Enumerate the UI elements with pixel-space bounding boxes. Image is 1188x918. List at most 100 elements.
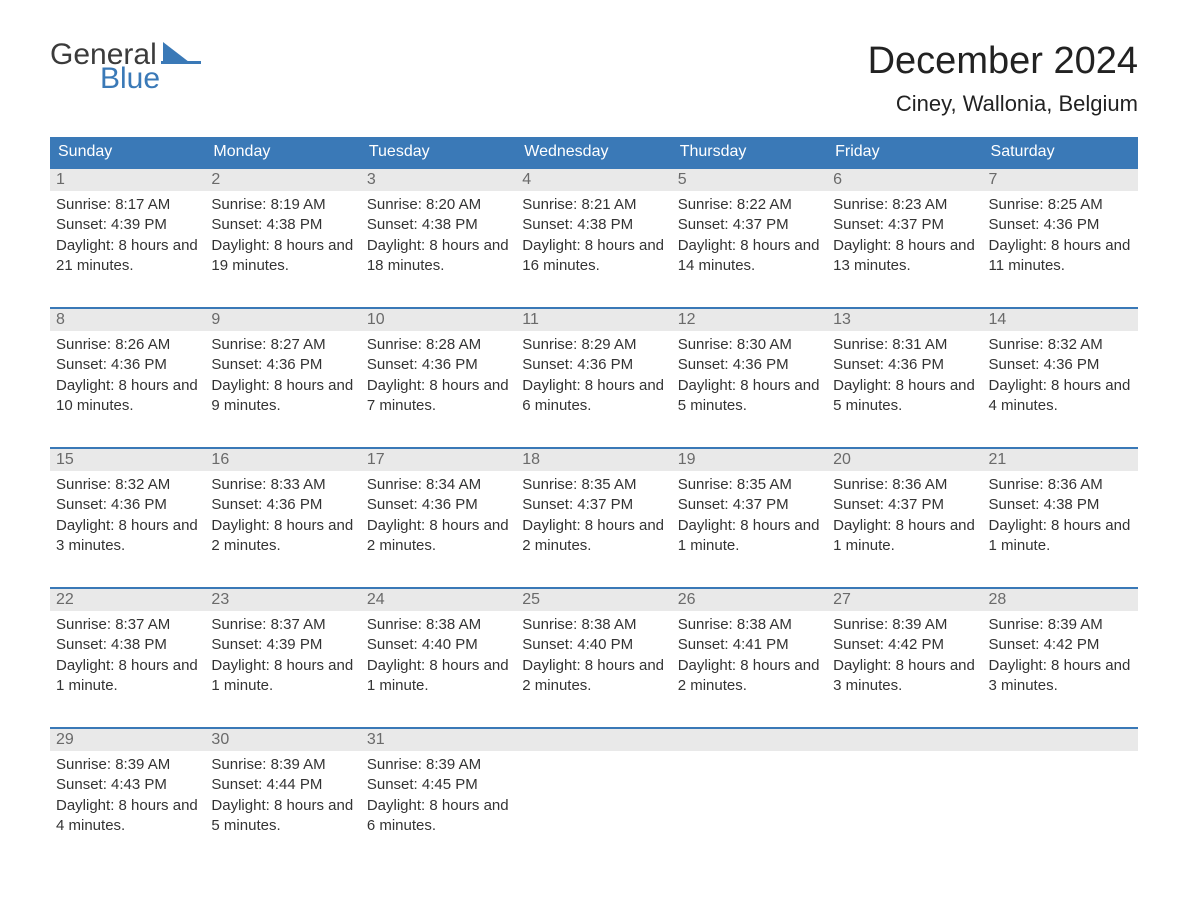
sunrise-text: Sunrise: 8:33 AM [211, 475, 354, 495]
sunrise-text: Sunrise: 8:39 AM [367, 755, 510, 775]
daylight-text: Daylight: 8 hours and 1 minute. [678, 516, 821, 557]
day-body: Sunrise: 8:38 AMSunset: 4:41 PMDaylight:… [672, 611, 827, 714]
sunrise-text: Sunrise: 8:25 AM [989, 195, 1132, 215]
sunrise-text: Sunrise: 8:36 AM [989, 475, 1132, 495]
day-body: Sunrise: 8:20 AMSunset: 4:38 PMDaylight:… [361, 191, 516, 294]
daylight-text: Daylight: 8 hours and 19 minutes. [211, 236, 354, 277]
day-body: Sunrise: 8:27 AMSunset: 4:36 PMDaylight:… [205, 331, 360, 434]
day-number: 2 [205, 169, 360, 191]
day-body: Sunrise: 8:22 AMSunset: 4:37 PMDaylight:… [672, 191, 827, 294]
daylight-text: Daylight: 8 hours and 5 minutes. [833, 376, 976, 417]
sunset-text: Sunset: 4:40 PM [522, 635, 665, 655]
sunset-text: Sunset: 4:36 PM [989, 215, 1132, 235]
day-number: 20 [827, 449, 982, 471]
calendar-day-cell: 12Sunrise: 8:30 AMSunset: 4:36 PMDayligh… [672, 308, 827, 434]
daylight-text: Daylight: 8 hours and 2 minutes. [522, 656, 665, 697]
daylight-text: Daylight: 8 hours and 2 minutes. [367, 516, 510, 557]
daylight-text: Daylight: 8 hours and 5 minutes. [678, 376, 821, 417]
day-number: 4 [516, 169, 671, 191]
daylight-text: Daylight: 8 hours and 3 minutes. [989, 656, 1132, 697]
calendar-day-cell: 2Sunrise: 8:19 AMSunset: 4:38 PMDaylight… [205, 168, 360, 294]
daylight-text: Daylight: 8 hours and 2 minutes. [522, 516, 665, 557]
calendar-week-row: 22Sunrise: 8:37 AMSunset: 4:38 PMDayligh… [50, 588, 1138, 714]
week-spacer [50, 434, 1138, 448]
sunrise-text: Sunrise: 8:17 AM [56, 195, 199, 215]
day-body: Sunrise: 8:29 AMSunset: 4:36 PMDaylight:… [516, 331, 671, 434]
sunset-text: Sunset: 4:36 PM [522, 355, 665, 375]
sunrise-text: Sunrise: 8:31 AM [833, 335, 976, 355]
sunrise-text: Sunrise: 8:34 AM [367, 475, 510, 495]
calendar-day-cell: 5Sunrise: 8:22 AMSunset: 4:37 PMDaylight… [672, 168, 827, 294]
sunset-text: Sunset: 4:36 PM [56, 355, 199, 375]
week-spacer [50, 714, 1138, 728]
day-number: 13 [827, 309, 982, 331]
daylight-text: Daylight: 8 hours and 6 minutes. [522, 376, 665, 417]
weekday-header-row: Sunday Monday Tuesday Wednesday Thursday… [50, 137, 1138, 168]
sunset-text: Sunset: 4:44 PM [211, 775, 354, 795]
day-body [672, 751, 827, 841]
calendar-day-cell: 17Sunrise: 8:34 AMSunset: 4:36 PMDayligh… [361, 448, 516, 574]
sunrise-text: Sunrise: 8:19 AM [211, 195, 354, 215]
sunrise-text: Sunrise: 8:35 AM [678, 475, 821, 495]
calendar-day-cell: 27Sunrise: 8:39 AMSunset: 4:42 PMDayligh… [827, 588, 982, 714]
daylight-text: Daylight: 8 hours and 16 minutes. [522, 236, 665, 277]
calendar-week-row: 1Sunrise: 8:17 AMSunset: 4:39 PMDaylight… [50, 168, 1138, 294]
daylight-text: Daylight: 8 hours and 18 minutes. [367, 236, 510, 277]
sunrise-text: Sunrise: 8:37 AM [56, 615, 199, 635]
calendar-day-cell: 24Sunrise: 8:38 AMSunset: 4:40 PMDayligh… [361, 588, 516, 714]
day-body: Sunrise: 8:36 AMSunset: 4:38 PMDaylight:… [983, 471, 1138, 574]
day-number: 16 [205, 449, 360, 471]
sunset-text: Sunset: 4:45 PM [367, 775, 510, 795]
calendar-day-cell: 10Sunrise: 8:28 AMSunset: 4:36 PMDayligh… [361, 308, 516, 434]
daylight-text: Daylight: 8 hours and 7 minutes. [367, 376, 510, 417]
sunrise-text: Sunrise: 8:32 AM [989, 335, 1132, 355]
calendar-day-cell: 15Sunrise: 8:32 AMSunset: 4:36 PMDayligh… [50, 448, 205, 574]
day-body: Sunrise: 8:39 AMSunset: 4:43 PMDaylight:… [50, 751, 205, 854]
day-body [983, 751, 1138, 841]
weekday-header: Wednesday [516, 137, 671, 168]
day-number: 24 [361, 589, 516, 611]
sunrise-text: Sunrise: 8:38 AM [678, 615, 821, 635]
sunset-text: Sunset: 4:37 PM [833, 495, 976, 515]
calendar-day-cell: 30Sunrise: 8:39 AMSunset: 4:44 PMDayligh… [205, 728, 360, 854]
calendar-table: Sunday Monday Tuesday Wednesday Thursday… [50, 137, 1138, 854]
day-body: Sunrise: 8:25 AMSunset: 4:36 PMDaylight:… [983, 191, 1138, 294]
sunrise-text: Sunrise: 8:35 AM [522, 475, 665, 495]
sunset-text: Sunset: 4:36 PM [211, 355, 354, 375]
day-body [827, 751, 982, 841]
sunset-text: Sunset: 4:37 PM [678, 495, 821, 515]
sunset-text: Sunset: 4:38 PM [367, 215, 510, 235]
day-body: Sunrise: 8:28 AMSunset: 4:36 PMDaylight:… [361, 331, 516, 434]
calendar-day-cell: 9Sunrise: 8:27 AMSunset: 4:36 PMDaylight… [205, 308, 360, 434]
sunset-text: Sunset: 4:42 PM [989, 635, 1132, 655]
day-number: 5 [672, 169, 827, 191]
sunset-text: Sunset: 4:42 PM [833, 635, 976, 655]
weekday-header: Thursday [672, 137, 827, 168]
daylight-text: Daylight: 8 hours and 11 minutes. [989, 236, 1132, 277]
sunrise-text: Sunrise: 8:22 AM [678, 195, 821, 215]
sunrise-text: Sunrise: 8:39 AM [989, 615, 1132, 635]
daylight-text: Daylight: 8 hours and 1 minute. [367, 656, 510, 697]
day-body: Sunrise: 8:39 AMSunset: 4:42 PMDaylight:… [827, 611, 982, 714]
sunset-text: Sunset: 4:37 PM [522, 495, 665, 515]
sunrise-text: Sunrise: 8:39 AM [833, 615, 976, 635]
page-header: General Blue December 2024 Ciney, Wallon… [50, 40, 1138, 117]
sunset-text: Sunset: 4:39 PM [211, 635, 354, 655]
day-body: Sunrise: 8:21 AMSunset: 4:38 PMDaylight:… [516, 191, 671, 294]
calendar-day-cell: 31Sunrise: 8:39 AMSunset: 4:45 PMDayligh… [361, 728, 516, 854]
title-block: December 2024 Ciney, Wallonia, Belgium [868, 40, 1138, 117]
calendar-week-row: 8Sunrise: 8:26 AMSunset: 4:36 PMDaylight… [50, 308, 1138, 434]
sunrise-text: Sunrise: 8:32 AM [56, 475, 199, 495]
day-number: 17 [361, 449, 516, 471]
daylight-text: Daylight: 8 hours and 14 minutes. [678, 236, 821, 277]
sunrise-text: Sunrise: 8:21 AM [522, 195, 665, 215]
daylight-text: Daylight: 8 hours and 2 minutes. [678, 656, 821, 697]
day-body: Sunrise: 8:23 AMSunset: 4:37 PMDaylight:… [827, 191, 982, 294]
day-body: Sunrise: 8:34 AMSunset: 4:36 PMDaylight:… [361, 471, 516, 574]
day-number: 9 [205, 309, 360, 331]
day-body: Sunrise: 8:35 AMSunset: 4:37 PMDaylight:… [672, 471, 827, 574]
calendar-week-row: 15Sunrise: 8:32 AMSunset: 4:36 PMDayligh… [50, 448, 1138, 574]
sunrise-text: Sunrise: 8:26 AM [56, 335, 199, 355]
sunset-text: Sunset: 4:38 PM [989, 495, 1132, 515]
sunset-text: Sunset: 4:38 PM [56, 635, 199, 655]
